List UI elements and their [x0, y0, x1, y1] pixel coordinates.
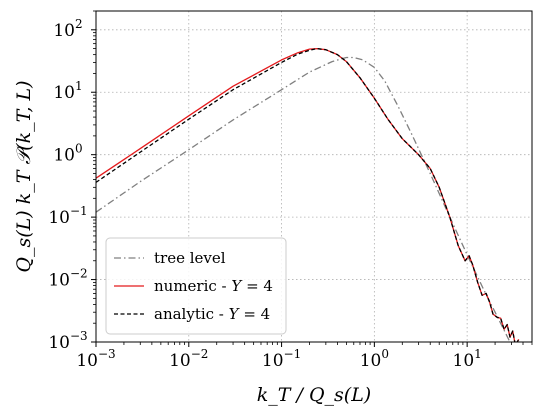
- x-tick-label: 10−3: [76, 347, 115, 371]
- y-tick-label: 10−2: [48, 267, 87, 291]
- plot-frame: [95, 10, 533, 343]
- axis-ticks: 10−3 10−2 10−1 100 101 10−3 10−2 10−1 100 101 102: [48, 10, 533, 371]
- legend-items: tree level numeric - Y = 4 analytic - Y = …: [114, 249, 273, 323]
- legend-label-1: numeric - Y = 4: [154, 277, 273, 295]
- y-tick-label: 102: [53, 17, 82, 41]
- x-axis-label: k_T / Q_s(L): [257, 384, 371, 406]
- legend-label-0: tree level: [154, 249, 226, 267]
- plot-series: [96, 47, 520, 342]
- series-line-0: [96, 56, 511, 342]
- x-tick-label: 10−1: [262, 347, 301, 371]
- y-axis-label: Q_s(L) k_T 𝒫(k_T, L): [13, 80, 35, 272]
- y-tick-label: 10−3: [48, 329, 87, 353]
- x-tick-label: 101: [453, 347, 482, 371]
- y-tick-label: 100: [53, 142, 82, 166]
- x-tick-label: 100: [360, 347, 389, 371]
- x-tick-label: 10−2: [169, 347, 208, 371]
- legend: tree level numeric - Y = 4 analytic - Y = …: [105, 237, 287, 335]
- y-tick-label: 10−1: [48, 204, 87, 228]
- y-tick-label: 101: [53, 79, 82, 103]
- legend-box: [105, 237, 287, 335]
- series-line-2: [96, 47, 520, 342]
- legend-label-2: analytic - Y = 4: [154, 305, 270, 323]
